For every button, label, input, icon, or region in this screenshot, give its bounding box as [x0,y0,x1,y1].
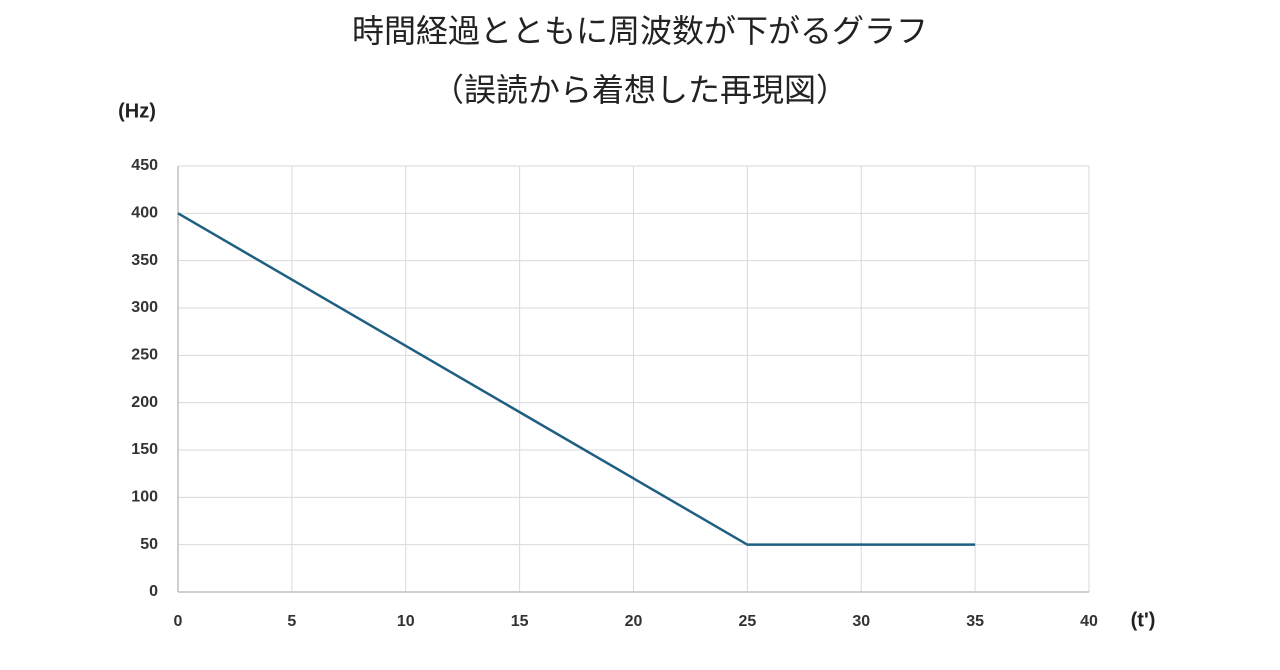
y-axis-label: (Hz) [118,100,156,122]
y-tick-label: 200 [131,394,158,411]
x-tick-label: 40 [1080,613,1098,630]
line-series [177,212,976,546]
chart-title: 時間経過とともに周波数が下がるグラフ [352,12,928,50]
y-tick-label: 450 [131,157,158,174]
y-tick-label: 300 [131,299,158,316]
y-tick-label: 50 [140,536,158,553]
x-tick-label: 35 [966,613,984,630]
x-tick-label: 5 [287,613,296,630]
y-tick-label: 150 [131,441,158,458]
x-axis-label: (t') [1131,609,1156,631]
x-tick-label: 15 [511,613,529,630]
y-tick-label: 400 [131,205,158,222]
y-tick-label: 100 [131,489,158,506]
y-tick-label: 0 [149,583,158,600]
chart-subtitle: （誤読から着想した再現図） [432,71,848,109]
y-tick-label: 350 [131,252,158,269]
x-tick-label: 25 [738,613,756,630]
x-tick-label: 0 [174,613,183,630]
y-tick-label: 250 [131,347,158,364]
x-tick-label: 20 [625,613,643,630]
x-tick-label: 30 [852,613,870,630]
x-tick-label: 10 [397,613,415,630]
